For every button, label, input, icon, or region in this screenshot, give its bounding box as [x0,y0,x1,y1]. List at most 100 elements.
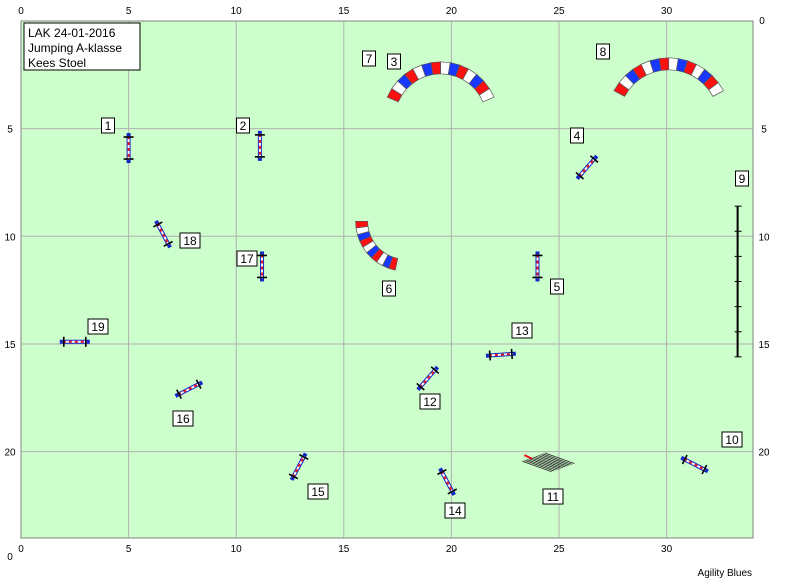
jump-bar-stripes [419,368,437,389]
jump-stand [163,240,173,247]
obstacle-label-9: 9 [735,170,749,187]
jump-2 [254,130,265,161]
label-text: 2 [240,119,247,133]
tunnel-segment [708,82,724,97]
label-box [721,431,743,448]
tunnel-segment [478,88,495,103]
label-box [735,170,749,187]
header-line-1: LAK 24-01-2016 [28,26,116,40]
label-box [382,280,396,297]
jump-5 [532,251,543,282]
label-text: 17 [240,252,254,266]
tire-line [522,460,552,473]
tire-line [524,459,555,472]
y-tick-label-left: 15 [4,340,16,351]
jump-bar-stripes [440,470,454,493]
jump-stand [701,464,708,475]
jump-stand [153,221,163,228]
footer-credit: Agility Blues [698,568,752,578]
tunnel-segment [430,61,441,75]
obstacle-label-10: 10 [721,431,743,448]
jump-stand [510,348,514,359]
label-text: 10 [725,433,739,447]
jump-stand [176,389,183,399]
origin-tick-bottom-left: 0 [7,552,13,563]
y-tick-label-left: 10 [4,232,16,243]
obstacle-label-14: 14 [444,502,466,519]
jump-stand [430,366,440,374]
y-tick-label-right: 20 [758,448,770,459]
label-text: 18 [183,234,197,248]
x-tick-label-top: 15 [338,6,350,17]
jump-stand [288,473,299,480]
label-box [570,127,584,144]
label-text: 11 [547,490,560,504]
label-text: 3 [391,55,398,69]
obstacle-label-7: 7 [362,50,376,67]
jump-4 [575,154,599,181]
tire-marker [523,454,533,460]
x-tick-label-top: 0 [18,6,24,17]
tunnel-segment [658,57,670,71]
origin-tick-top-right: 0 [759,16,765,27]
obstacle-label-2: 2 [236,117,250,134]
label-text: 16 [176,412,190,426]
obstacle-label-18: 18 [179,232,201,249]
jump-19 [59,336,90,347]
label-text: 19 [91,320,105,334]
label-box [87,318,109,335]
label-box [236,250,258,267]
tire-line [531,457,561,469]
jump-stand [488,350,492,361]
label-text: 1 [105,119,112,133]
header-line-2: Jumping A-klasse [28,41,122,55]
obstacle-label-4: 4 [570,127,584,144]
jump-14 [437,467,458,496]
obstacle-label-5: 5 [550,278,564,295]
obstacle-label-11: 11 [542,488,564,505]
obstacle-label-19: 19 [87,318,109,335]
header-line-3: Kees Stoel [28,56,86,70]
jump-stand [575,171,585,180]
label-box [596,43,610,60]
jump-bar-stripes [177,382,201,396]
obstacle-label-17: 17 [236,250,258,267]
jump-1 [123,133,134,164]
obstacle-label-12: 12 [419,393,441,410]
jump-bar-stripes [156,223,170,246]
tire-line [526,459,557,471]
tire-line [542,453,573,465]
y-tick-label-right: 10 [758,232,770,243]
label-box [172,410,194,427]
label-text: 6 [386,282,393,296]
label-box [542,488,564,505]
tunnel-6 [355,220,399,271]
tire-line [537,455,568,467]
field-background [20,20,754,539]
label-box [419,393,441,410]
tire-line [544,452,575,464]
label-box [511,322,533,339]
header-box: LAK 24-01-2016 Jumping A-klasse Kees Sto… [23,22,141,71]
jump-13 [485,348,516,361]
label-box [550,278,564,295]
label-text: 13 [515,324,529,338]
jump-stand [416,382,425,391]
obstacle-label-16: 16 [172,410,194,427]
obstacles [59,57,742,496]
y-tick-label-right: 5 [761,125,767,136]
tire-line [540,454,570,466]
jump-bar-stripes [488,352,513,357]
label-box [101,117,115,134]
jump-stand [437,468,447,476]
tunnel-segment [388,256,399,271]
jump-10 [680,454,709,475]
jump-stand [681,454,688,465]
x-tick-label-top: 30 [661,6,673,17]
x-tick-label-bottom: 0 [18,544,24,555]
x-tick-label-bottom: 30 [661,544,673,555]
label-text: 8 [600,45,607,59]
